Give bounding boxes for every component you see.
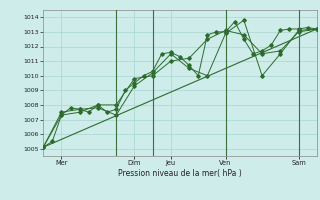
- X-axis label: Pression niveau de la mer( hPa ): Pression niveau de la mer( hPa ): [118, 169, 242, 178]
